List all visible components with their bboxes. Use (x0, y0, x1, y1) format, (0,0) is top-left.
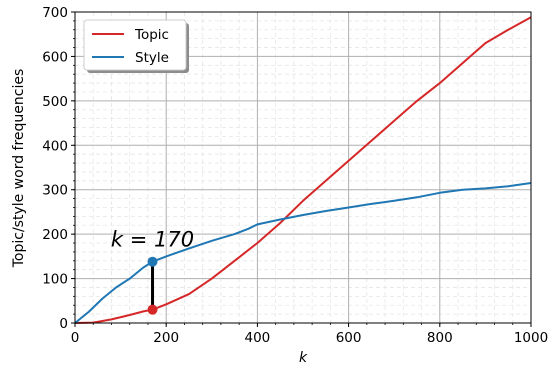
annotation-marker-topic (148, 305, 158, 315)
y-tick-label: 400 (42, 138, 68, 154)
x-tick-label: 800 (427, 330, 453, 346)
legend: Topic Style (84, 20, 189, 73)
annotation-marker-style (148, 257, 158, 267)
legend-label-style: Style (135, 50, 169, 66)
y-tick-label: 0 (59, 316, 68, 332)
y-tick-label: 200 (42, 227, 68, 243)
x-tick-label: 0 (71, 330, 80, 346)
y-axis-label: Topic/style word frequencies (11, 69, 27, 269)
y-tick-label: 300 (42, 183, 68, 199)
x-tick-label: 600 (336, 330, 362, 346)
y-tick-label: 500 (42, 94, 68, 110)
y-tick-label: 700 (42, 5, 68, 21)
y-tick-label: 600 (42, 49, 68, 65)
x-tick-label: 400 (245, 330, 271, 346)
x-tick-label: 1000 (514, 330, 548, 346)
legend-label-topic: Topic (134, 27, 169, 43)
x-tick-label: 200 (153, 330, 179, 346)
annotation-text: k = 170 (111, 228, 194, 252)
y-tick-label: 100 (42, 272, 68, 288)
x-axis-label: k (299, 350, 308, 366)
